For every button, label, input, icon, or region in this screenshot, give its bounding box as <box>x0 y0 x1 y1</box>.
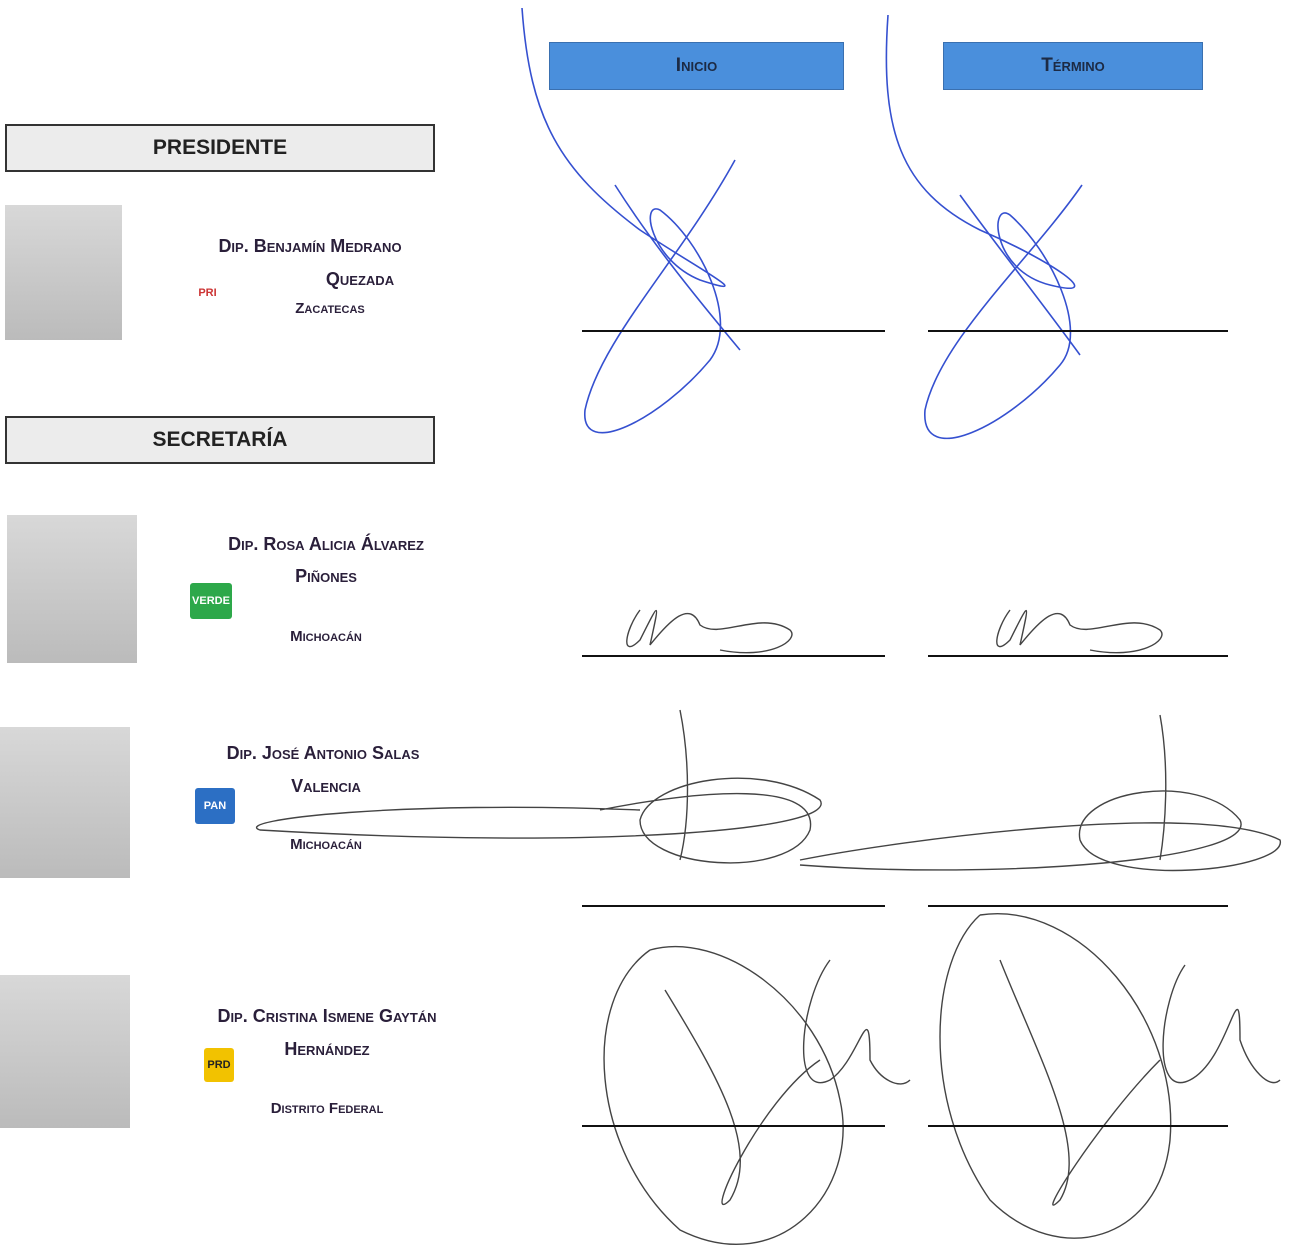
party-logo: VERDE <box>190 583 232 619</box>
start-header: Inicio <box>549 42 844 90</box>
party-logo: PRD <box>204 1048 234 1082</box>
signature-line <box>928 655 1228 657</box>
photo <box>7 515 137 663</box>
member-name: Dip. Rosa Alicia Álvarez <box>228 534 424 554</box>
member-name: Hernández <box>284 1039 370 1059</box>
photo <box>0 975 130 1128</box>
member-name: Dip. Benjamín Medrano <box>218 236 402 256</box>
member-state: Michoacán <box>290 628 362 645</box>
member-name: Dip. Cristina Ismene Gaytán <box>217 1006 437 1026</box>
signature-line <box>582 1125 885 1127</box>
member-name: Dip. José Antonio Salas <box>226 743 420 763</box>
signature <box>521 7 1083 440</box>
photo <box>0 727 130 878</box>
signature-line <box>582 905 885 907</box>
member-name: Quezada <box>325 269 395 289</box>
party-logo: PAN <box>195 788 235 824</box>
signature-line <box>928 905 1228 907</box>
member-state: Michoacán <box>290 836 362 853</box>
member-state: Distrito Federal <box>270 1100 384 1117</box>
member-name: Piñones <box>295 566 357 586</box>
signature <box>255 609 1281 1245</box>
member-name: Valencia <box>291 776 361 796</box>
signature-line <box>582 330 885 332</box>
section-title: SECRETARÍA <box>5 416 435 464</box>
member-state: Zacatecas <box>295 300 365 317</box>
end-header: Término <box>943 42 1203 90</box>
signature-line <box>928 330 1228 332</box>
party-logo: PRI <box>187 278 228 308</box>
signature-line <box>928 1125 1228 1127</box>
photo <box>5 205 122 340</box>
signature-line <box>582 655 885 657</box>
section-title: PRESIDENTE <box>5 124 435 172</box>
